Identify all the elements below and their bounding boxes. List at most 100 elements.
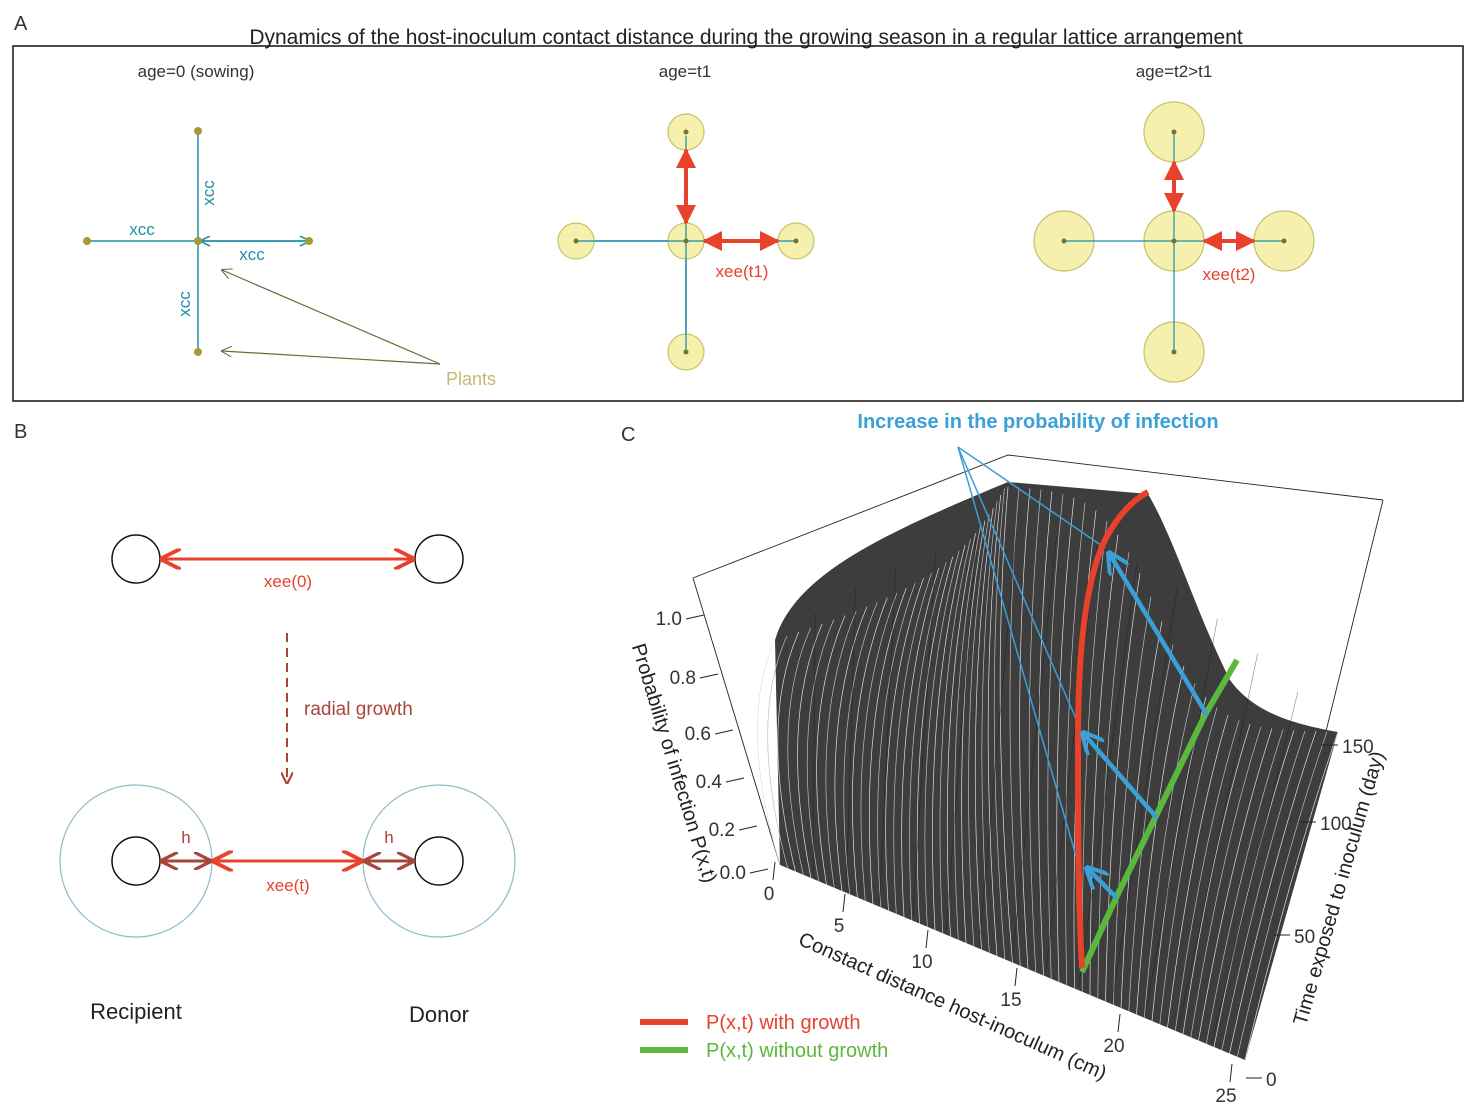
surface-mesh-line xyxy=(924,550,960,927)
surface-mesh-line xyxy=(879,566,896,903)
plants-label: Plants xyxy=(446,369,496,389)
xcc-label-right: xcc xyxy=(239,245,265,264)
surface-mesh-line xyxy=(961,520,986,944)
x-tick-mark xyxy=(1229,1063,1233,1083)
surface-mesh-line xyxy=(1205,729,1284,1044)
surface-mesh-line xyxy=(812,613,816,875)
surface-mesh-line xyxy=(868,588,907,905)
donor-circle xyxy=(414,836,464,886)
surface-mesh-line xyxy=(1198,728,1273,1041)
legend-label-with-growth: P(x,t) with growth xyxy=(706,1012,860,1034)
surface-mesh-line xyxy=(825,611,857,888)
surface-mesh-line xyxy=(968,514,990,947)
surface-mesh-line xyxy=(797,623,823,879)
surface-mesh-line xyxy=(1221,730,1306,1051)
x-tick-mark xyxy=(772,861,776,881)
surface-mesh-line xyxy=(1159,707,1218,1025)
surface-mesh-line xyxy=(932,545,966,931)
annotation-pointer-lines xyxy=(957,446,1106,871)
surface-mesh-line xyxy=(987,494,1002,957)
z-tick-mark xyxy=(738,825,758,831)
recipient-label: Recipient xyxy=(90,999,182,1024)
panel-b: B xee(0) radial growth h h xee(t) Recipi… xyxy=(14,421,516,1027)
surface-mesh-line xyxy=(816,615,846,885)
surface-mesh-line xyxy=(860,592,898,901)
surface-mesh-line xyxy=(1167,714,1229,1028)
surface-mesh-line xyxy=(1038,491,1053,976)
plant-center xyxy=(1281,238,1287,244)
stage-label-t1: age=t1 xyxy=(659,62,711,81)
radial-growth-label: radial growth xyxy=(304,699,413,720)
increase-arrows xyxy=(1083,553,1209,900)
z-tick-mark xyxy=(725,777,745,783)
plant-seed xyxy=(194,127,202,135)
surface-mesh-line xyxy=(901,567,940,918)
recipient-circle xyxy=(111,534,161,584)
surface-mesh-line xyxy=(1178,653,1258,1029)
increase-arrow xyxy=(1083,733,1159,820)
legend-label-without-growth: P(x,t) without growth xyxy=(706,1040,888,1062)
surface-mesh-line xyxy=(767,635,789,869)
surface-mesh-line xyxy=(1213,730,1295,1048)
box-top-edge xyxy=(692,454,1384,579)
recipient-circle xyxy=(111,836,161,886)
surface-mesh-line xyxy=(1244,731,1339,1061)
plants-pointer-arrow xyxy=(222,351,441,365)
x-tick-label: 25 xyxy=(1215,1086,1236,1107)
plant-center xyxy=(793,238,799,244)
plant-center xyxy=(1171,129,1177,135)
h-label-right: h xyxy=(384,828,393,847)
x-tick-label: 20 xyxy=(1103,1036,1124,1057)
surface-mesh-line xyxy=(1128,644,1174,1012)
donor-label: Donor xyxy=(409,1002,469,1027)
y-tick-label: 150 xyxy=(1342,737,1374,758)
y-tick-label: 100 xyxy=(1320,814,1352,835)
z-tick-label: 0.8 xyxy=(670,668,696,689)
surface-mesh-line xyxy=(877,583,916,908)
plants-pointer-arrow xyxy=(222,270,441,365)
curve-with-growth xyxy=(1074,489,1150,969)
y-tick-label: 50 xyxy=(1294,927,1315,948)
plant-center xyxy=(1061,238,1067,244)
increase-arrow xyxy=(1109,553,1209,717)
surface-mesh-line xyxy=(946,533,976,937)
surface-mesh-line xyxy=(1045,546,1098,973)
box-back-left-edge xyxy=(692,577,781,866)
xcc-label-left: xcc xyxy=(129,220,155,239)
plant-center xyxy=(683,238,689,244)
pointer-line xyxy=(957,446,1081,729)
stage-t1: xee(t1) xyxy=(557,113,815,371)
surface-mesh-line xyxy=(1056,497,1075,983)
panel-c: C Increase in the probability of infecti… xyxy=(621,411,1389,1107)
pointer-line xyxy=(957,446,1081,871)
x-tick-mark xyxy=(1014,967,1018,987)
increase-arrow xyxy=(1087,868,1119,900)
surface-mesh xyxy=(757,487,1339,1061)
surface-mesh-line xyxy=(978,533,1017,945)
surface-mesh-line xyxy=(1190,726,1262,1038)
surface-mesh-line xyxy=(1047,493,1064,979)
surface-mesh-line xyxy=(1174,720,1240,1031)
probability-surface xyxy=(757,482,1339,1061)
z-tick-mark xyxy=(714,729,734,735)
surface-mesh-line xyxy=(1211,691,1299,1043)
surface-mesh-line xyxy=(1136,665,1185,1015)
x-tick-label: 0 xyxy=(764,884,775,905)
plant-seed xyxy=(83,237,91,245)
plant-seed xyxy=(305,237,313,245)
z-tick-label: 0.0 xyxy=(720,863,746,884)
z-tick-label: 0.2 xyxy=(709,820,735,841)
z-tick-mark xyxy=(749,868,769,874)
surface-mesh-line xyxy=(939,539,971,934)
panel-c-letter: C xyxy=(621,424,635,446)
surface-mesh-line xyxy=(885,578,924,911)
z-tick-label: 0.6 xyxy=(685,724,711,745)
z-tick-label: 0.4 xyxy=(696,772,723,793)
panel-a-letter: A xyxy=(14,13,28,35)
surface-mesh-line xyxy=(757,639,781,866)
x-tick-label: 15 xyxy=(1000,990,1021,1011)
surface-mesh-line xyxy=(981,501,998,953)
surface-mesh-line xyxy=(1182,723,1251,1035)
legend: P(x,t) with growth P(x,t) without growth xyxy=(640,1012,888,1062)
surface-mesh-line xyxy=(1019,488,1031,970)
